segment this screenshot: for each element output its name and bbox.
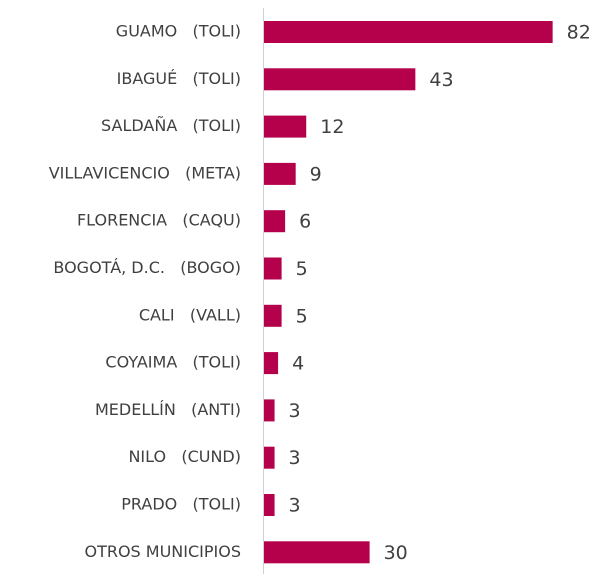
category-label: OTROS MUNICIPIOS [84,542,241,561]
category-label: SALDAÑA (TOLI) [101,116,241,135]
value-label: 5 [296,305,308,327]
category-label: PRADO (TOLI) [121,495,241,514]
category-label: CALI (VALL) [139,305,241,324]
bar [264,210,286,233]
category-label: FLORENCIA (CAQU) [77,211,241,230]
category-label: VILLAVICENCIO (META) [49,163,241,182]
bar [264,494,275,516]
value-label: 30 [384,542,408,564]
category-label: MEDELLÍN (ANTI) [95,400,241,419]
category-label: IBAGUÉ (TOLI) [117,69,241,88]
bar [264,115,307,138]
value-label: 6 [299,211,311,233]
bar [264,257,282,280]
bar [264,68,416,91]
bar [264,399,275,422]
bar [264,541,370,564]
bar [264,21,553,43]
category-label: COYAIMA (TOLI) [105,353,241,372]
category-label: GUAMO (TOLI) [116,22,241,41]
value-label: 82 [567,22,591,44]
value-label: 4 [292,353,304,375]
value-label: 3 [289,495,301,517]
category-label: BOGOTÁ, D.C. (BOGO) [53,258,241,277]
bar [264,352,279,375]
value-label: 12 [320,116,344,138]
bar [264,162,296,185]
bar [264,304,282,327]
value-label: 9 [310,163,322,185]
bar [264,446,275,469]
value-label: 3 [289,400,301,422]
category-label: NILO (CUND) [128,447,241,466]
value-label: 5 [296,258,308,280]
value-label: 43 [429,69,453,91]
value-label: 3 [289,447,301,469]
